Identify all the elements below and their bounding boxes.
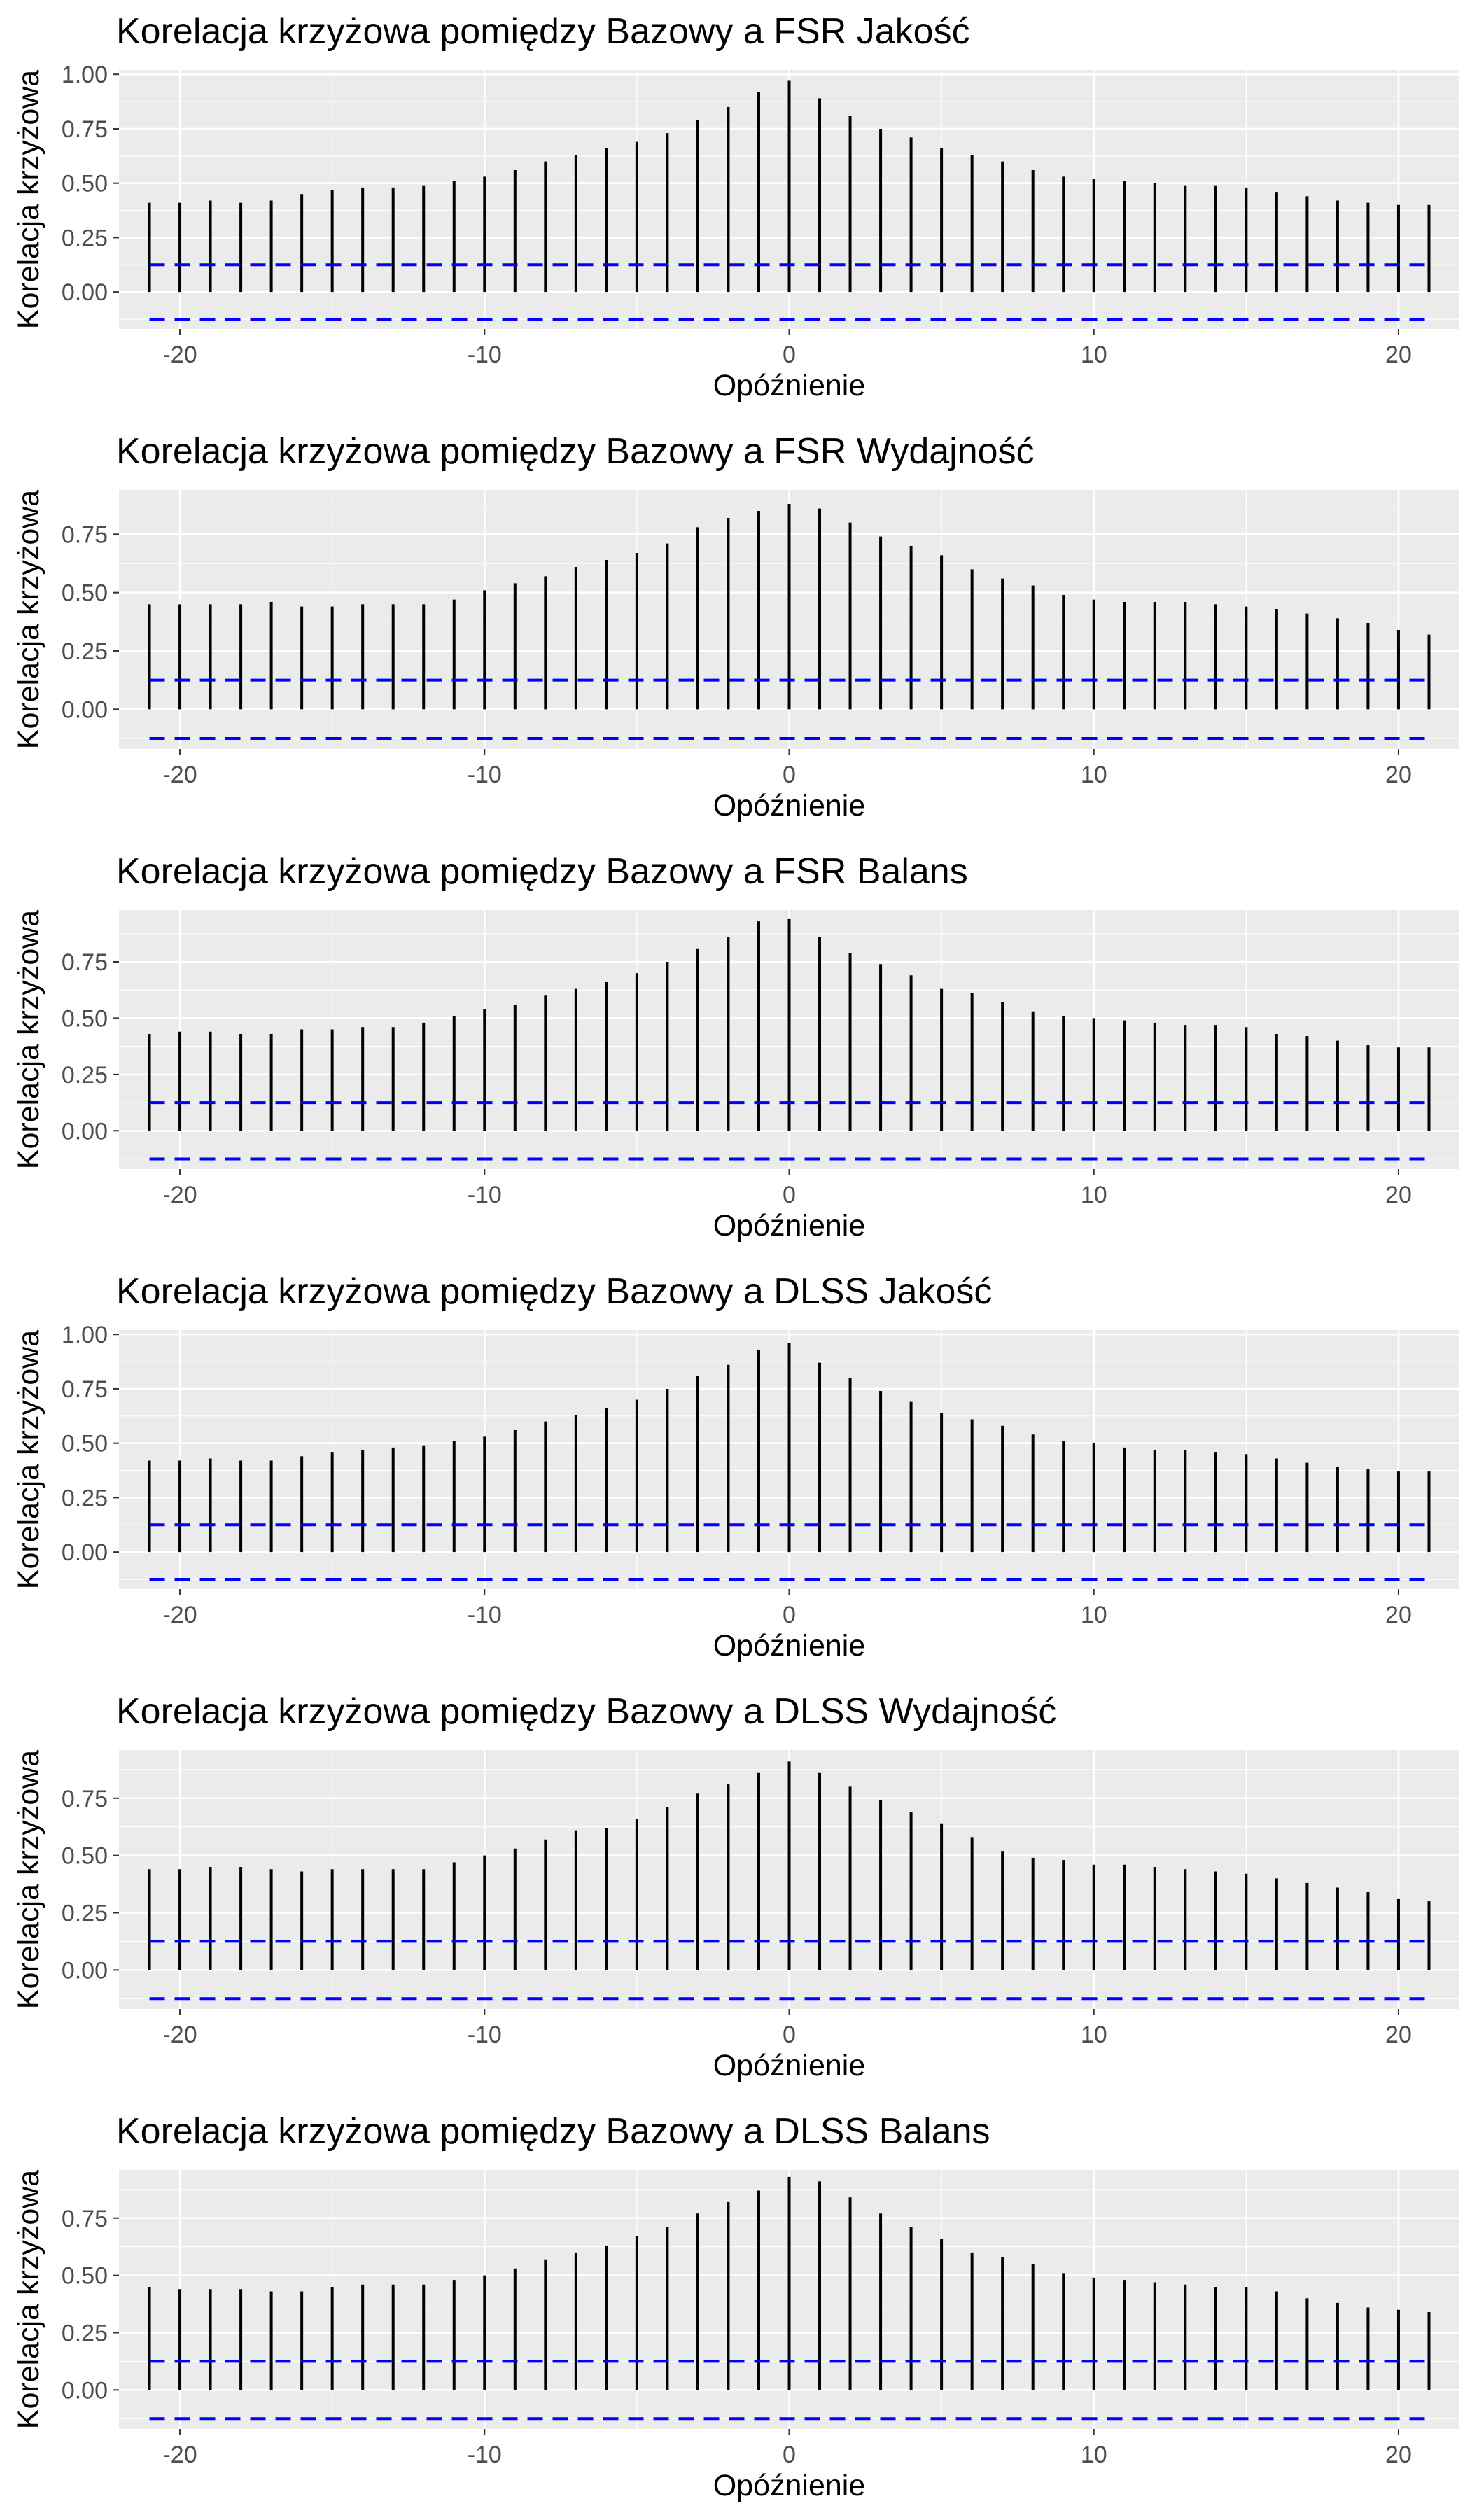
y-tick-label: 0.25 [62, 1485, 108, 1511]
y-tick-label: 0.75 [62, 949, 108, 976]
y-tick-label: 0.75 [62, 1376, 108, 1403]
x-axis-title: Opóźnienie [713, 789, 866, 822]
y-tick-label: 0.25 [62, 1900, 108, 1926]
chart-panel: Korelacja krzyżowa pomiędzy Bazowy a FSR… [12, 431, 1460, 822]
x-tick-label: 20 [1385, 762, 1412, 788]
x-tick-label: -10 [468, 1182, 502, 1208]
chart-title: Korelacja krzyżowa pomiędzy Bazowy a DLS… [116, 1271, 992, 1312]
chart-panel: Korelacja krzyżowa pomiędzy Bazowy a FSR… [12, 851, 1460, 1242]
y-axis-title: Korelacja krzyżowa [12, 910, 46, 1169]
x-tick-label: -20 [162, 2442, 197, 2468]
chart-title: Korelacja krzyżowa pomiędzy Bazowy a DLS… [116, 1691, 1056, 1732]
y-tick-label: 0.00 [62, 2377, 108, 2404]
x-tick-label: -20 [162, 342, 197, 368]
x-tick-label: 20 [1385, 1182, 1412, 1208]
x-tick-label: -10 [468, 342, 502, 368]
x-tick-label: 10 [1081, 1602, 1107, 1628]
x-tick-label: -20 [162, 2022, 197, 2048]
y-axis-title: Korelacja krzyżowa [12, 490, 46, 749]
y-axis-title: Korelacja krzyżowa [12, 2170, 46, 2429]
x-tick-label: 10 [1081, 342, 1107, 368]
x-axis-title: Opóźnienie [713, 369, 866, 402]
x-axis-title: Opóźnienie [713, 2049, 866, 2082]
y-tick-label: 0.50 [62, 1005, 108, 1032]
y-tick-label: 0.00 [62, 696, 108, 723]
y-tick-label: 1.00 [62, 62, 108, 88]
y-axis-title: Korelacja krzyżowa [12, 1330, 46, 1589]
y-tick-label: 0.00 [62, 1957, 108, 1984]
y-tick-label: 0.50 [62, 1431, 108, 1457]
chart-title: Korelacja krzyżowa pomiędzy Bazowy a DLS… [116, 2111, 990, 2152]
x-tick-label: 20 [1385, 342, 1412, 368]
y-tick-label: 0.25 [62, 2320, 108, 2346]
y-tick-label: 0.75 [62, 2206, 108, 2232]
x-tick-label: -20 [162, 1602, 197, 1628]
x-tick-label: 0 [783, 342, 796, 368]
x-tick-label: 10 [1081, 2022, 1107, 2048]
x-tick-label: 10 [1081, 2442, 1107, 2468]
chart-panel: Korelacja krzyżowa pomiędzy Bazowy a DLS… [12, 1691, 1460, 2082]
x-axis-title: Opóźnienie [713, 1209, 866, 1242]
chart-title: Korelacja krzyżowa pomiędzy Bazowy a FSR… [116, 431, 1035, 472]
y-tick-label: 0.25 [62, 638, 108, 665]
y-tick-label: 0.00 [62, 279, 108, 306]
chart-panel: Korelacja krzyżowa pomiędzy Bazowy a DLS… [12, 2111, 1460, 2502]
x-tick-label: 20 [1385, 1602, 1412, 1628]
x-tick-label: -10 [468, 1602, 502, 1628]
x-tick-label: 10 [1081, 1182, 1107, 1208]
x-axis-title: Opóźnienie [713, 2469, 866, 2502]
y-tick-label: 0.50 [62, 171, 108, 197]
y-tick-label: 1.00 [62, 1322, 108, 1348]
x-tick-label: -20 [162, 1182, 197, 1208]
x-tick-label: 0 [783, 2442, 796, 2468]
x-tick-label: -10 [468, 2022, 502, 2048]
chart-panel: Korelacja krzyżowa pomiędzy Bazowy a DLS… [12, 1271, 1460, 1662]
x-tick-label: 0 [783, 1182, 796, 1208]
y-tick-label: 0.00 [62, 1539, 108, 1566]
x-tick-label: -10 [468, 2442, 502, 2468]
y-tick-label: 0.50 [62, 2263, 108, 2290]
x-tick-label: 20 [1385, 2022, 1412, 2048]
x-tick-label: 20 [1385, 2442, 1412, 2468]
x-tick-label: -20 [162, 762, 197, 788]
y-axis-title: Korelacja krzyżowa [12, 70, 46, 329]
y-tick-label: 0.25 [62, 1062, 108, 1088]
y-axis-title: Korelacja krzyżowa [12, 1750, 46, 2009]
y-tick-label: 0.75 [62, 522, 108, 548]
y-tick-label: 0.50 [62, 1843, 108, 1870]
x-tick-label: 0 [783, 2022, 796, 2048]
y-tick-label: 0.00 [62, 1118, 108, 1144]
chart-title: Korelacja krzyżowa pomiędzy Bazowy a FSR… [116, 851, 968, 892]
chart-panel: Korelacja krzyżowa pomiędzy Bazowy a FSR… [12, 11, 1460, 402]
x-tick-label: -10 [468, 762, 502, 788]
x-tick-label: 0 [783, 762, 796, 788]
y-tick-label: 0.75 [62, 116, 108, 143]
y-tick-label: 0.25 [62, 225, 108, 251]
y-tick-label: 0.50 [62, 580, 108, 607]
x-tick-label: 0 [783, 1602, 796, 1628]
x-tick-label: 10 [1081, 762, 1107, 788]
x-axis-title: Opóźnienie [713, 1629, 866, 1662]
y-tick-label: 0.75 [62, 1786, 108, 1812]
chart-title: Korelacja krzyżowa pomiędzy Bazowy a FSR… [116, 11, 970, 52]
